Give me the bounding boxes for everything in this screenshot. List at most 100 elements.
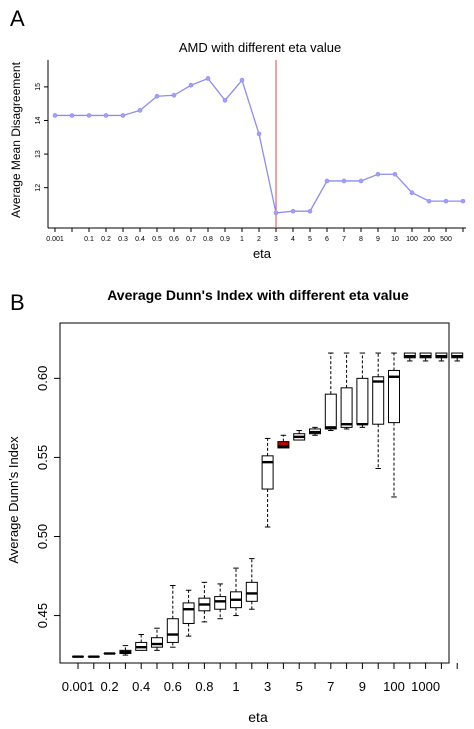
panel-a-ylabel: Average Mean Disagreement <box>9 61 23 218</box>
panel-b-box <box>372 352 385 469</box>
panel-b-ytick-label: 0.45 <box>35 603 50 628</box>
panel-a-point <box>358 178 364 184</box>
panel-a-point <box>256 131 262 137</box>
panel-b-box <box>198 581 211 623</box>
panel-a-point <box>460 198 466 204</box>
panel-a-point <box>375 171 381 177</box>
panel-a-xtick-label: 5 <box>308 236 312 243</box>
panel-a-point <box>307 208 313 214</box>
panel-b-box-body <box>388 369 400 424</box>
panel-b-box-body <box>245 581 258 602</box>
panel-a-point <box>273 210 279 216</box>
panel-b-box-body <box>214 596 227 610</box>
panel-b-xtick-label: 0.2 <box>101 679 119 694</box>
panel-a-xtick-label: 0.5 <box>152 236 162 243</box>
panel-a-letter: A <box>10 6 25 31</box>
panel-b-box-body <box>324 393 337 430</box>
panel-b-box-body <box>151 637 163 648</box>
panel-b-letter: B <box>10 290 25 315</box>
panel-b-box <box>403 352 416 362</box>
panel-a-point <box>341 178 347 184</box>
panel-b-box <box>214 583 227 620</box>
panel-b-box <box>435 352 448 362</box>
panel-b-xtick-label: 3 <box>264 679 271 694</box>
panel-b-xtick-label: 0.6 <box>164 679 182 694</box>
panel-b-plot-frame <box>59 322 450 664</box>
panel-a-xtick-label: 0.3 <box>118 236 128 243</box>
panel-b-box <box>356 352 369 428</box>
panel-b-box <box>419 352 432 362</box>
panel-a-xtick-label: 0.7 <box>186 236 196 243</box>
panel-a-point <box>222 98 228 103</box>
panel-b-ytick-label: 0.60 <box>35 366 50 391</box>
panel-b-ytick-label: 0.50 <box>35 524 50 549</box>
panel-b-box <box>230 567 242 617</box>
panel-a-point <box>443 198 449 204</box>
panel-a-xtick-label: 0.001 <box>46 236 64 243</box>
panel-a-point <box>239 77 245 83</box>
panel-b-xtick-label: 0.8 <box>195 679 213 694</box>
panel-a-point <box>69 113 75 118</box>
panel-a-title: AMD with different eta value <box>179 40 341 55</box>
panel-b-box <box>451 352 464 362</box>
panel-b-xtick-label: 0.4 <box>132 679 150 694</box>
panel-a-xtick-label: 6 <box>325 236 329 243</box>
panel-a-point <box>154 93 160 99</box>
panel-a-xtick-label: 0.6 <box>169 236 179 243</box>
panel-a-xtick-label: 9 <box>376 236 380 243</box>
panel-a-point <box>137 108 143 113</box>
panel-b-box <box>309 426 321 436</box>
panel-a-xtick-label: 3 <box>274 236 278 243</box>
panel-a-xtick-label: 0.4 <box>135 236 145 243</box>
panel-b-xtick-label: 1 <box>232 679 239 694</box>
panel-b-xtick-label: 5 <box>296 679 303 694</box>
panel-b-box-body <box>340 387 353 428</box>
panel-b-xtick-label: 0.001 <box>62 679 95 694</box>
panel-b: B Average Dunn's Index with different et… <box>6 287 464 725</box>
panel-b-xlabel: eta <box>248 709 268 725</box>
panel-b-box <box>261 437 274 528</box>
panel-b-box <box>182 589 195 637</box>
panel-a-ytick-label: 14 <box>35 116 42 124</box>
panel-b-box <box>293 430 306 441</box>
panel-a-xtick-label: 1 <box>240 236 244 243</box>
panel-b-title: Average Dunn's Index with different eta … <box>107 287 409 303</box>
panel-b-box <box>388 352 400 498</box>
panel-b-box-body <box>166 618 179 643</box>
panel-a-point <box>205 76 211 81</box>
panel-a-ytick-label: 12 <box>35 184 42 192</box>
panel-a-point <box>409 190 415 196</box>
panel-b-box <box>151 627 163 651</box>
panel-b-ytick-label: 0.55 <box>35 445 50 470</box>
panel-a-xlabel: eta <box>253 246 272 261</box>
panel-a-xtick-label: 4 <box>291 236 295 243</box>
panel-b-box-body <box>261 455 274 490</box>
panel-a-xtick-label: 200 <box>423 236 435 243</box>
panel-a-xtick-label: 0.8 <box>203 236 213 243</box>
panel-b-box-body <box>277 441 290 449</box>
panel-a-point <box>426 198 432 204</box>
panel-b-xtick-label: 1000 <box>411 679 440 694</box>
panel-a-point <box>188 82 194 88</box>
panel-b-ylabel: Average Dunn's Index <box>6 436 21 564</box>
panel-b-xtick-label: 100 <box>383 679 405 694</box>
panel-a-xtick-label: 100 <box>406 236 418 243</box>
panel-a-xtick-label: 2 <box>257 236 261 243</box>
panel-a-xtick-label: 7 <box>342 236 346 243</box>
panel-b-box <box>135 634 148 651</box>
panel-a-xtick-label: 10 <box>391 236 399 243</box>
panel-a-xtick-label: 500 <box>440 236 452 243</box>
panel-b-xtick-label: 9 <box>359 679 366 694</box>
panel-b-box-body <box>356 377 369 425</box>
panel-a-xtick-label: 0.1 <box>84 236 94 243</box>
panel-b-box <box>340 352 353 430</box>
panel-a-point <box>290 208 296 214</box>
panel-b-box-body <box>372 376 385 425</box>
panel-b-box <box>166 585 179 648</box>
panel-a-point <box>120 113 126 118</box>
panel-a-xtick-label: 8 <box>359 236 363 243</box>
panel-b-box <box>245 558 258 610</box>
panel-a-ytick-label: 13 <box>35 150 42 158</box>
panel-a-point <box>103 113 109 118</box>
